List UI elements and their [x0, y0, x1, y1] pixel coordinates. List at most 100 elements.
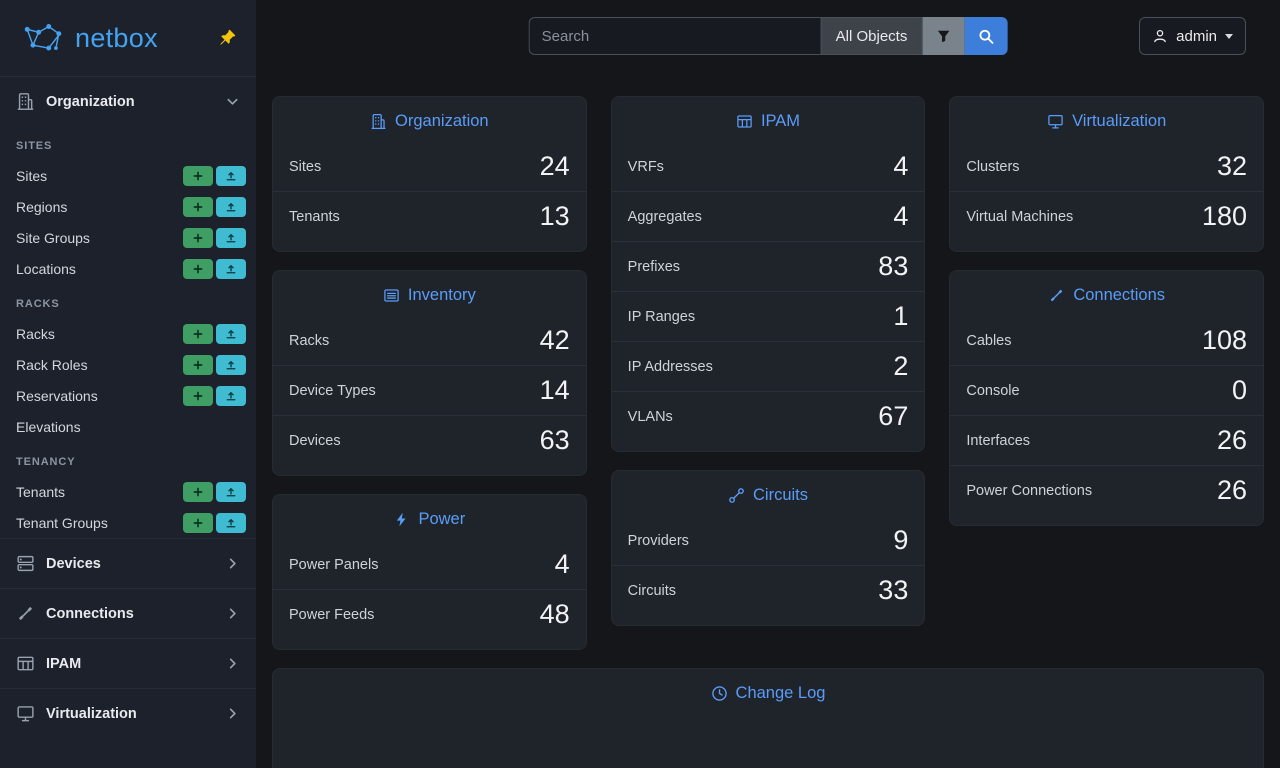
stat-link-device-types[interactable]: Device Types — [289, 382, 376, 399]
card-circuits: Circuits Providers 9 Circuits 33 — [610, 470, 926, 626]
upload-icon — [225, 263, 237, 275]
stat-link-clusters[interactable]: Clusters — [966, 158, 1020, 175]
sidebar-link-reservations[interactable]: Reservations — [16, 387, 98, 404]
sidebar-group-ipam[interactable]: IPAM — [0, 638, 256, 688]
stat-link-aggregates[interactable]: Aggregates — [627, 208, 702, 225]
sidebar-link-site-groups[interactable]: Site Groups — [16, 229, 90, 246]
user-menu-button[interactable]: admin — [1139, 17, 1246, 55]
stat-link-devices[interactable]: Devices — [289, 432, 341, 449]
stat-link-prefixes[interactable]: Prefixes — [627, 258, 681, 275]
sidebar-group-organization[interactable]: Organization — [0, 76, 256, 126]
caret-down-icon — [1225, 33, 1233, 39]
stat-row: Device Types 14 — [273, 365, 586, 415]
card-inventory: Inventory Racks 42 Device Types 14 Devic… — [272, 270, 587, 476]
card-ipam: IPAM VRFs 4 Aggregates 4 Prefixes 83 — [610, 96, 926, 452]
sidebar-link-regions[interactable]: Regions — [16, 198, 68, 215]
stat-link-ip-ranges[interactable]: IP Ranges — [627, 308, 696, 325]
netbox-graph-icon — [20, 22, 66, 54]
brand-name: netbox — [75, 22, 158, 53]
import-button[interactable] — [216, 165, 246, 186]
search-scope-button[interactable]: All Objects — [820, 17, 923, 55]
plus-icon — [192, 328, 204, 340]
sidebar-group-connections[interactable]: Connections — [0, 588, 256, 638]
sidebar-link-racks[interactable]: Racks — [16, 325, 55, 342]
chevron-right-icon — [225, 706, 240, 721]
add-button[interactable] — [183, 512, 213, 533]
stat-row: VLANs 67 — [611, 391, 925, 441]
sidebar-link-sites[interactable]: Sites — [16, 167, 48, 184]
stat-value: 1 — [893, 301, 909, 331]
stat-link-providers[interactable]: Providers — [627, 532, 689, 549]
stat-link-interfaces[interactable]: Interfaces — [966, 432, 1031, 449]
plus-icon — [192, 170, 204, 182]
stat-link-power-feeds[interactable]: Power Feeds — [289, 606, 375, 623]
netbox-logo[interactable]: netbox — [20, 22, 158, 54]
add-button[interactable] — [183, 354, 213, 375]
stat-link-vrfs[interactable]: VRFs — [627, 158, 664, 175]
sidebar-group-devices[interactable]: Devices — [0, 538, 256, 588]
stat-link-vlans[interactable]: VLANs — [627, 408, 673, 425]
stat-link-racks[interactable]: Racks — [289, 332, 330, 349]
search-submit-button[interactable] — [964, 17, 1008, 55]
filter-icon — [935, 28, 951, 44]
add-button[interactable] — [183, 196, 213, 217]
upload-icon — [225, 517, 237, 529]
sidebar-group-label: Virtualization — [46, 705, 137, 722]
card-change-log: Change Log — [272, 668, 1264, 768]
sidebar-link-locations[interactable]: Locations — [16, 260, 76, 277]
stat-row: Clusters 32 — [950, 142, 1263, 191]
stat-link-sites[interactable]: Sites — [289, 158, 322, 175]
monitor-icon — [16, 704, 35, 723]
import-button[interactable] — [216, 385, 246, 406]
devices-icon — [16, 554, 35, 573]
import-button[interactable] — [216, 512, 246, 533]
dashboard-column-2: IPAM VRFs 4 Aggregates 4 Prefixes 83 — [610, 96, 926, 626]
stat-value: 180 — [1201, 201, 1248, 231]
section-title-racks: RACKS — [16, 298, 60, 310]
stat-value: 32 — [1216, 151, 1248, 181]
card-title-ipam: IPAM — [612, 97, 925, 142]
chevron-right-icon — [225, 656, 240, 671]
sidebar-link-rack-roles[interactable]: Rack Roles — [16, 356, 88, 373]
filter-button[interactable] — [922, 17, 965, 55]
stat-value: 42 — [539, 325, 570, 355]
sidebar-group-virtualization[interactable]: Virtualization — [0, 688, 256, 738]
building-icon — [370, 113, 387, 130]
stat-link-circuits[interactable]: Circuits — [627, 582, 677, 599]
sidebar-link-tenants[interactable]: Tenants — [16, 483, 66, 500]
stat-value: 26 — [1216, 425, 1248, 455]
import-button[interactable] — [216, 196, 246, 217]
stat-link-cables[interactable]: Cables — [966, 332, 1012, 349]
search-input[interactable] — [528, 17, 821, 55]
sidebar-link-elevations[interactable]: Elevations — [16, 418, 81, 435]
stat-link-virtual-machines[interactable]: Virtual Machines — [966, 208, 1074, 225]
import-button[interactable] — [216, 354, 246, 375]
stat-link-tenants[interactable]: Tenants — [289, 208, 340, 225]
search-icon — [977, 28, 994, 45]
main-content: All Objects admin Organization — [256, 0, 1280, 768]
import-button[interactable] — [216, 481, 246, 502]
stat-row: IP Addresses 2 — [611, 341, 925, 391]
import-button[interactable] — [216, 323, 246, 344]
stat-link-ip-addresses[interactable]: IP Addresses — [627, 358, 713, 375]
import-button[interactable] — [216, 258, 246, 279]
card-title-power: Power — [273, 495, 586, 540]
stat-row: Devices 63 — [273, 415, 586, 465]
sidebar-link-tenant-groups[interactable]: Tenant Groups — [16, 514, 108, 531]
stat-value: 4 — [893, 151, 909, 181]
stat-link-power-panels[interactable]: Power Panels — [289, 556, 379, 573]
add-button[interactable] — [183, 258, 213, 279]
stat-value: 4 — [554, 549, 570, 579]
add-button[interactable] — [183, 385, 213, 406]
sidebar-pin-button[interactable] — [218, 29, 236, 47]
add-button[interactable] — [183, 481, 213, 502]
card-title-text: Organization — [395, 112, 489, 130]
add-button[interactable] — [183, 227, 213, 248]
stat-row: Providers 9 — [612, 516, 925, 565]
dashboard-column-3: Virtualization Clusters 32 Virtual Machi… — [949, 96, 1265, 526]
stat-link-power-connections[interactable]: Power Connections — [966, 482, 1093, 499]
add-button[interactable] — [183, 165, 213, 186]
stat-link-console[interactable]: Console — [966, 382, 1020, 399]
add-button[interactable] — [183, 323, 213, 344]
import-button[interactable] — [216, 227, 246, 248]
